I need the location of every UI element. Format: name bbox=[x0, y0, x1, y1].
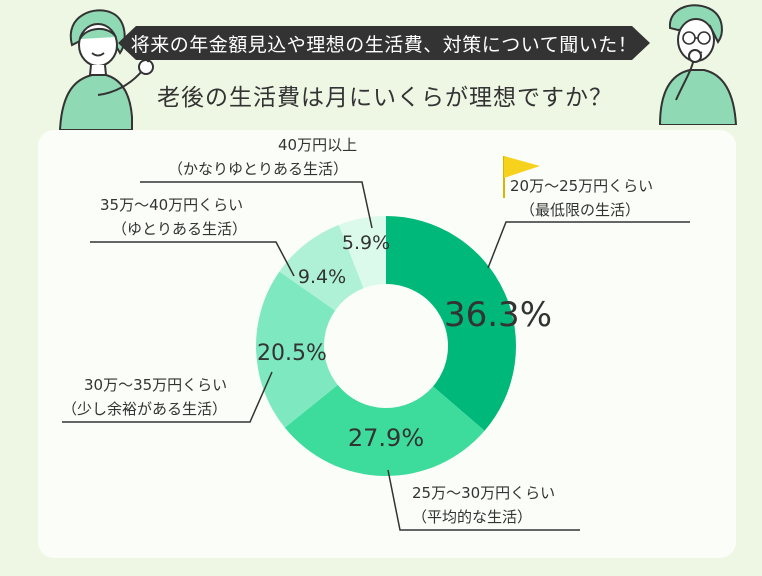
leader-line-25-30 bbox=[387, 469, 580, 531]
man-illustration bbox=[658, 4, 738, 125]
slice-label-25-30: 25万〜30万円くらい bbox=[412, 484, 555, 502]
leader-line-40plus bbox=[140, 181, 373, 229]
donut-slice-20-25 bbox=[386, 216, 516, 431]
slice-sublabel-25-30: （平均的な生活） bbox=[412, 508, 532, 526]
donut-slice-30-35 bbox=[255, 271, 338, 428]
donut-slice-35-40 bbox=[279, 224, 364, 311]
slice-value-30-35: 20.5% bbox=[257, 341, 327, 366]
survey-topic-banner: 将来の年金額見込や理想の生活費、対策について聞いた！ bbox=[118, 26, 650, 60]
donut-slice-40plus bbox=[338, 216, 386, 289]
slice-sublabel-40plus: （かなりゆとりある生活） bbox=[168, 160, 348, 178]
slice-value-35-40: 9.4% bbox=[298, 266, 346, 288]
slice-label-40plus: 40万円以上 bbox=[278, 136, 357, 154]
leader-line-30-35 bbox=[62, 371, 273, 423]
slice-label-35-40: 35万〜40万円くらい bbox=[100, 196, 243, 214]
slice-value-25-30: 27.9% bbox=[348, 424, 424, 452]
slice-sublabel-20-25: （最低限の生活） bbox=[520, 201, 640, 219]
slice-value-40plus: 5.9% bbox=[342, 232, 390, 254]
leader-line-35-40 bbox=[90, 241, 295, 277]
slice-sublabel-35-40: （ゆとりある生活） bbox=[112, 220, 247, 238]
chart-panel bbox=[38, 130, 736, 558]
slice-label-20-25: 20万〜25万円くらい bbox=[510, 177, 653, 195]
woman-illustration bbox=[58, 9, 156, 130]
leader-line-20-25 bbox=[487, 221, 690, 269]
banner-text: 将来の年金額見込や理想の生活費、対策について聞いた！ bbox=[130, 33, 638, 56]
slice-sublabel-30-35: （少し余裕がある生活） bbox=[62, 400, 227, 418]
donut-slice-25-30 bbox=[284, 384, 485, 477]
slice-label-30-35: 30万〜35万円くらい bbox=[84, 376, 227, 394]
slice-value-20-25: 36.3% bbox=[444, 295, 552, 335]
flag-icon bbox=[503, 156, 540, 198]
question-headline: 老後の生活費は月にいくらが理想ですか？ bbox=[157, 85, 613, 111]
